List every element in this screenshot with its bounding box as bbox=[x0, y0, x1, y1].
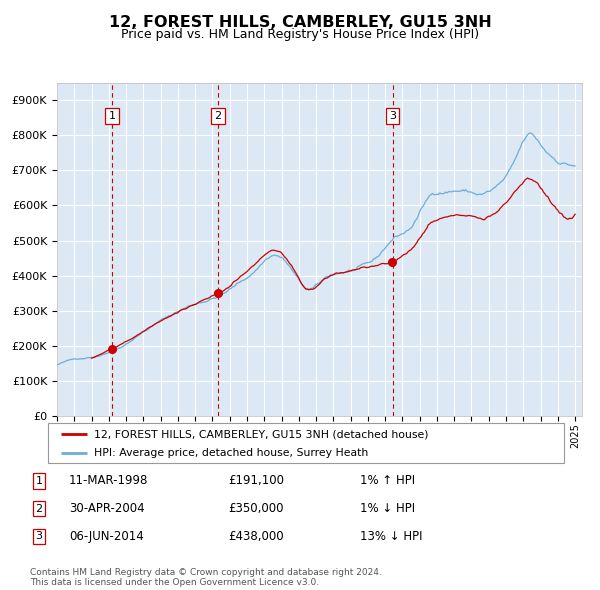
Text: 1% ↑ HPI: 1% ↑ HPI bbox=[360, 474, 415, 487]
Text: 2: 2 bbox=[35, 504, 43, 513]
Text: 3: 3 bbox=[35, 532, 43, 541]
Text: £191,100: £191,100 bbox=[228, 474, 284, 487]
Text: 12, FOREST HILLS, CAMBERLEY, GU15 3NH: 12, FOREST HILLS, CAMBERLEY, GU15 3NH bbox=[109, 15, 491, 30]
Text: 30-APR-2004: 30-APR-2004 bbox=[69, 502, 145, 515]
Text: 1% ↓ HPI: 1% ↓ HPI bbox=[360, 502, 415, 515]
Text: Contains HM Land Registry data © Crown copyright and database right 2024.
This d: Contains HM Land Registry data © Crown c… bbox=[30, 568, 382, 587]
Text: £438,000: £438,000 bbox=[228, 530, 284, 543]
Text: 3: 3 bbox=[389, 111, 396, 121]
FancyBboxPatch shape bbox=[48, 423, 564, 463]
Text: 1: 1 bbox=[109, 111, 116, 121]
Text: 06-JUN-2014: 06-JUN-2014 bbox=[69, 530, 144, 543]
Text: 12, FOREST HILLS, CAMBERLEY, GU15 3NH (detached house): 12, FOREST HILLS, CAMBERLEY, GU15 3NH (d… bbox=[94, 430, 429, 440]
Text: HPI: Average price, detached house, Surrey Heath: HPI: Average price, detached house, Surr… bbox=[94, 448, 368, 458]
Text: Price paid vs. HM Land Registry's House Price Index (HPI): Price paid vs. HM Land Registry's House … bbox=[121, 28, 479, 41]
Text: 11-MAR-1998: 11-MAR-1998 bbox=[69, 474, 148, 487]
Text: 13% ↓ HPI: 13% ↓ HPI bbox=[360, 530, 422, 543]
Text: 1: 1 bbox=[35, 476, 43, 486]
Text: £350,000: £350,000 bbox=[228, 502, 284, 515]
Text: 2: 2 bbox=[215, 111, 221, 121]
